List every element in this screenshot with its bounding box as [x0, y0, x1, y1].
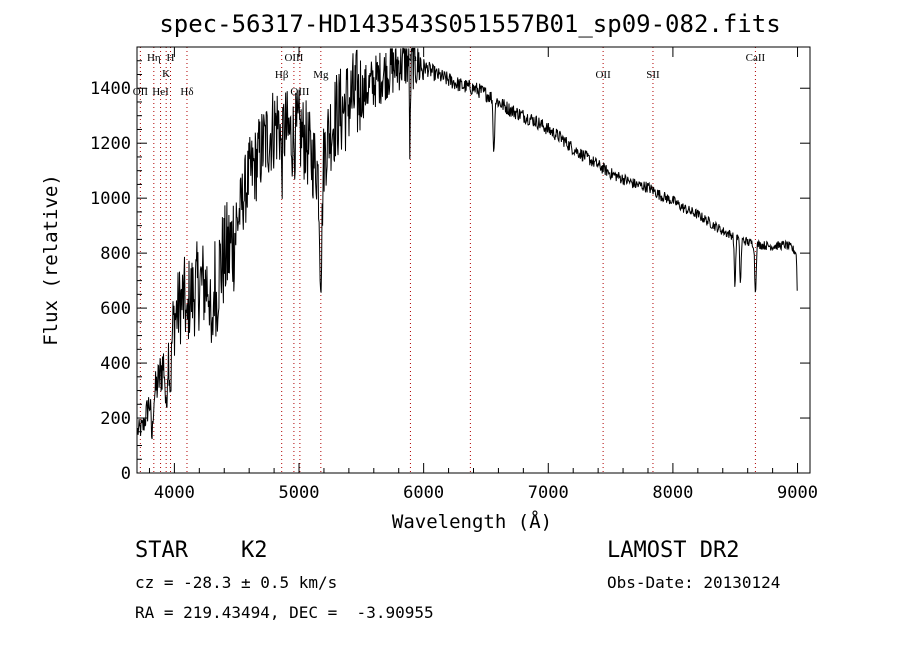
line-marker-label: OIII [290, 86, 309, 98]
class-label: STAR [135, 538, 188, 563]
x-tick-label: 6000 [403, 483, 444, 503]
line-marker-label: H [167, 52, 175, 64]
x-tick-label: 9000 [777, 483, 818, 503]
y-tick-label: 1200 [90, 134, 131, 154]
line-marker-label: Hη [147, 52, 161, 64]
object-class: STAR K2 [135, 538, 267, 563]
obs-date: Obs-Date: 20130124 [607, 573, 781, 592]
x-axis-label: Wavelength (Å) [392, 510, 552, 533]
x-tick-label: 4000 [154, 483, 195, 503]
redshift-text: cz = -28.3 ± 0.5 km/s [135, 573, 338, 592]
line-marker-label: SII [646, 69, 660, 81]
survey-label: LAMOST DR2 [607, 538, 740, 563]
line-marker-label: HeI [152, 86, 169, 98]
line-marker-label: Mg [313, 69, 329, 81]
line-marker-label: Hβ [275, 69, 289, 81]
line-marker-label: OII [595, 69, 611, 81]
y-axis: 0 200 400 600 800 1000 1200 1400 [90, 60, 810, 484]
y-tick-label: 600 [100, 299, 131, 319]
y-tick-label: 400 [100, 354, 131, 374]
x-axis: 4000 5000 6000 7000 8000 9000 [148, 47, 818, 503]
x-tick-label: 7000 [528, 483, 569, 503]
line-marker-label: CaII [746, 52, 766, 64]
line-marker-label: Hδ [180, 86, 193, 98]
chart-title: spec-56317-HD143543S051557B01_sp09-082.f… [159, 10, 780, 38]
x-tick-label: 8000 [652, 483, 693, 503]
y-tick-label: 800 [100, 244, 131, 264]
line-marker-label: K [162, 68, 170, 80]
y-tick-label: 1400 [90, 79, 131, 99]
plot-frame [136, 46, 811, 474]
coordinates: RA = 219.43494, DEC = -3.90955 [135, 603, 434, 622]
subclass-label: K2 [240, 538, 268, 563]
spectrum-line [137, 47, 798, 440]
y-tick-label: 200 [100, 409, 131, 429]
y-axis-label: Flux (relative) [40, 174, 62, 346]
spectrum-chart: spec-56317-HD143543S051557B01_sp09-082.f… [40, 10, 818, 533]
y-tick-label: 0 [121, 464, 131, 484]
line-marker-label: OIII [284, 52, 303, 64]
x-tick-label: 5000 [279, 483, 320, 503]
y-tick-label: 1000 [90, 189, 131, 209]
